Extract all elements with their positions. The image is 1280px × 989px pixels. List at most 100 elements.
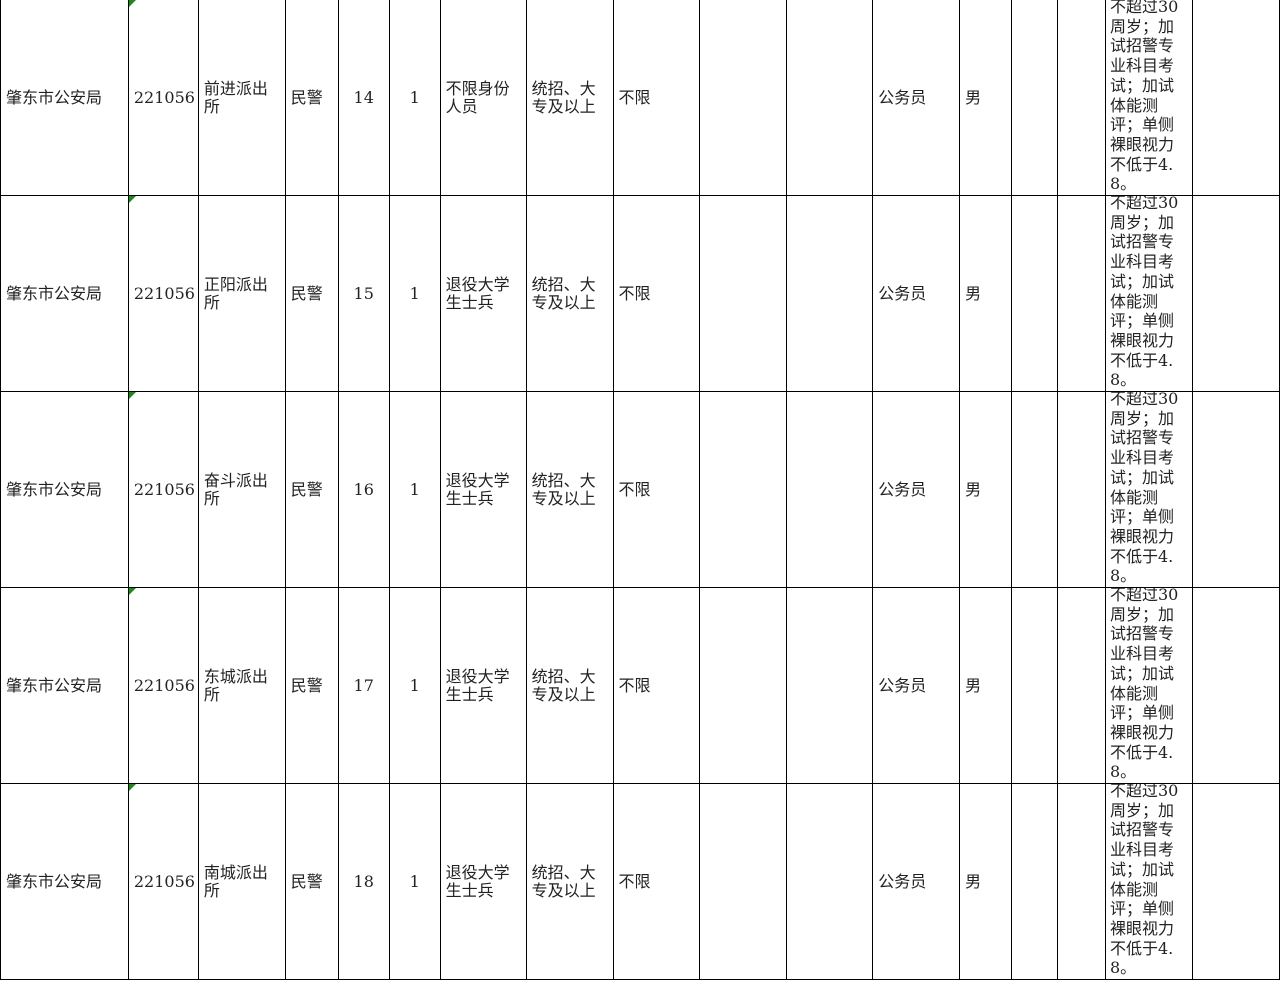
department-cell[interactable]: 前进派出所	[197, 0, 286, 196]
post-cell[interactable]: 民警	[284, 0, 339, 196]
target-cell[interactable]: 退役大学生士兵	[439, 391, 527, 588]
major-cell[interactable]: 不限	[612, 195, 701, 392]
department-cell[interactable]: 正阳派出所	[197, 195, 286, 392]
nature-cell[interactable]: 公务员	[872, 195, 961, 392]
education-cell[interactable]: 统招、大专及以上	[525, 391, 614, 588]
empty-cell[interactable]	[699, 391, 788, 588]
code-cell[interactable]: 221056	[127, 587, 199, 784]
cell-indicator-icon	[129, 784, 136, 791]
post-code-cell[interactable]: 16	[337, 391, 390, 588]
empty-cell[interactable]	[1011, 783, 1059, 980]
empty-cell[interactable]	[1057, 0, 1106, 196]
empty-cell[interactable]	[699, 0, 788, 196]
count-cell[interactable]: 1	[388, 783, 441, 980]
post-cell[interactable]: 民警	[284, 587, 339, 784]
note-cell[interactable]: 不超过30周岁；加试招警专业科目考试；加试体能测评；单侧裸眼视力不低于4.8。	[1105, 195, 1193, 392]
empty-cell[interactable]	[786, 0, 874, 196]
major-cell[interactable]: 不限	[612, 783, 701, 980]
post-cell[interactable]: 民警	[284, 783, 339, 980]
note-cell[interactable]: 不超过30周岁；加试招警专业科目考试；加试体能测评；单侧裸眼视力不低于4.8。	[1105, 783, 1193, 980]
count-cell[interactable]: 1	[388, 587, 441, 784]
post-code-cell[interactable]: 18	[337, 783, 390, 980]
empty-cell[interactable]	[1191, 195, 1280, 392]
unit-cell[interactable]: 肇东市公安局	[0, 0, 129, 196]
unit-cell[interactable]: 肇东市公安局	[0, 587, 129, 784]
note-cell-text: 不超过30周岁；加试招警专业科目考试；加试体能测评；单侧裸眼视力不低于4.8。	[1110, 391, 1179, 586]
empty-cell[interactable]	[786, 195, 874, 392]
nature-cell-text: 公务员	[878, 479, 927, 499]
empty-cell[interactable]	[1191, 783, 1280, 980]
empty-cell[interactable]	[1057, 195, 1106, 392]
post-code-cell[interactable]: 14	[337, 0, 390, 196]
table-row: 肇东市公安局 221056 前进派出所 民警 14 1 不限身份人员 统招、大专及以上 不限 公务…	[0, 0, 1280, 196]
note-cell[interactable]: 不超过30周岁；加试招警专业科目考试；加试体能测评；单侧裸眼视力不低于4.8。	[1105, 0, 1193, 196]
post-cell[interactable]: 民警	[284, 195, 339, 392]
nature-cell[interactable]: 公务员	[872, 783, 961, 980]
target-cell[interactable]: 退役大学生士兵	[439, 587, 527, 784]
department-cell[interactable]: 东城派出所	[197, 587, 286, 784]
nature-cell[interactable]: 公务员	[872, 587, 961, 784]
empty-cell[interactable]	[1057, 783, 1106, 980]
empty-cell[interactable]	[1011, 587, 1059, 784]
nature-cell-text: 公务员	[878, 283, 927, 303]
post-cell-text: 民警	[290, 675, 323, 695]
unit-cell[interactable]: 肇东市公安局	[0, 391, 129, 588]
note-cell-text: 不超过30周岁；加试招警专业科目考试；加试体能测评；单侧裸眼视力不低于4.8。	[1110, 783, 1179, 978]
empty-cell[interactable]	[1057, 587, 1106, 784]
education-cell[interactable]: 统招、大专及以上	[525, 587, 614, 784]
gender-cell[interactable]: 男	[959, 783, 1013, 980]
empty-cell[interactable]	[699, 587, 788, 784]
code-cell[interactable]: 221056	[127, 783, 199, 980]
education-cell[interactable]: 统招、大专及以上	[525, 195, 614, 392]
code-cell-text: 221056	[133, 871, 195, 891]
count-cell[interactable]: 1	[388, 0, 441, 196]
target-cell[interactable]: 退役大学生士兵	[439, 783, 527, 980]
note-cell-text: 不超过30周岁；加试招警专业科目考试；加试体能测评；单侧裸眼视力不低于4.8。	[1110, 195, 1179, 390]
unit-cell-text: 肇东市公安局	[6, 871, 103, 891]
department-cell[interactable]: 南城派出所	[197, 783, 286, 980]
empty-cell[interactable]	[1191, 587, 1280, 784]
empty-cell[interactable]	[786, 783, 874, 980]
code-cell[interactable]: 221056	[127, 391, 199, 588]
unit-cell[interactable]: 肇东市公安局	[0, 783, 129, 980]
empty-cell[interactable]	[1011, 391, 1059, 588]
empty-cell[interactable]	[1011, 0, 1059, 196]
code-cell[interactable]: 221056	[127, 195, 199, 392]
unit-cell-text: 肇东市公安局	[6, 87, 103, 107]
post-cell[interactable]: 民警	[284, 391, 339, 588]
education-cell[interactable]: 统招、大专及以上	[525, 0, 614, 196]
gender-cell[interactable]: 男	[959, 0, 1013, 196]
major-cell[interactable]: 不限	[612, 587, 701, 784]
empty-cell[interactable]	[699, 783, 788, 980]
department-cell-text: 正阳派出所	[203, 274, 268, 312]
education-cell[interactable]: 统招、大专及以上	[525, 783, 614, 980]
empty-cell[interactable]	[1011, 195, 1059, 392]
count-cell[interactable]: 1	[388, 195, 441, 392]
unit-cell[interactable]: 肇东市公安局	[0, 195, 129, 392]
post-code-cell[interactable]: 17	[337, 587, 390, 784]
gender-cell[interactable]: 男	[959, 195, 1013, 392]
gender-cell-text: 男	[965, 871, 982, 891]
empty-cell[interactable]	[1057, 391, 1106, 588]
nature-cell[interactable]: 公务员	[872, 391, 961, 588]
count-cell[interactable]: 1	[388, 391, 441, 588]
empty-cell[interactable]	[1191, 0, 1280, 196]
nature-cell[interactable]: 公务员	[872, 0, 961, 196]
empty-cell[interactable]	[699, 195, 788, 392]
post-code-cell-text: 15	[353, 283, 374, 303]
major-cell[interactable]: 不限	[612, 391, 701, 588]
note-cell[interactable]: 不超过30周岁；加试招警专业科目考试；加试体能测评；单侧裸眼视力不低于4.8。	[1105, 391, 1193, 588]
target-cell[interactable]: 退役大学生士兵	[439, 195, 527, 392]
gender-cell[interactable]: 男	[959, 391, 1013, 588]
code-cell[interactable]: 221056	[127, 0, 199, 196]
post-code-cell[interactable]: 15	[337, 195, 390, 392]
target-cell[interactable]: 不限身份人员	[439, 0, 527, 196]
gender-cell[interactable]: 男	[959, 587, 1013, 784]
table-row: 肇东市公安局 221056 东城派出所 民警 17 1 退役大学生士兵 统招、大专及以上 不限 公…	[0, 587, 1280, 784]
department-cell[interactable]: 奋斗派出所	[197, 391, 286, 588]
empty-cell[interactable]	[1191, 391, 1280, 588]
note-cell[interactable]: 不超过30周岁；加试招警专业科目考试；加试体能测评；单侧裸眼视力不低于4.8。	[1105, 587, 1193, 784]
empty-cell[interactable]	[786, 391, 874, 588]
empty-cell[interactable]	[786, 587, 874, 784]
major-cell[interactable]: 不限	[612, 0, 701, 196]
